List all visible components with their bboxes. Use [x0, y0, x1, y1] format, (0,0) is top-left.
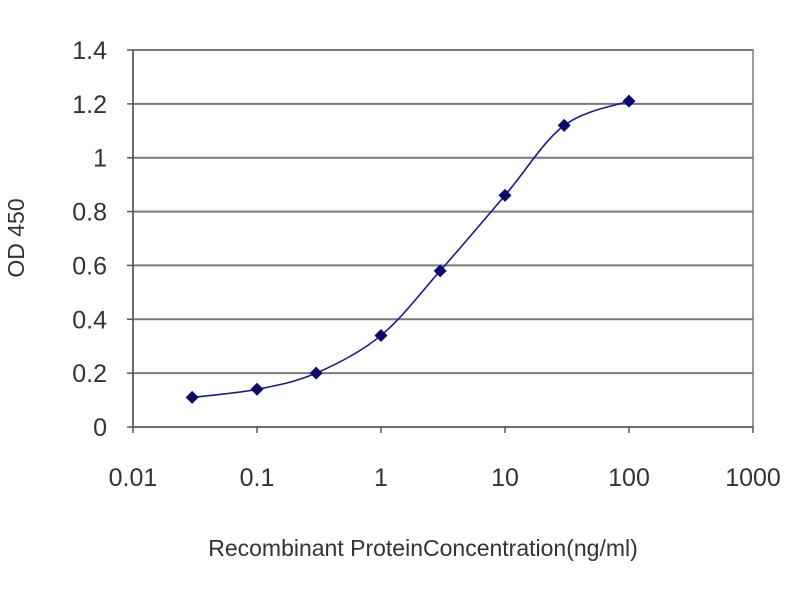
- series-layer: [185, 94, 636, 404]
- y-tick-label: 0: [93, 414, 107, 442]
- series-line: [192, 100, 630, 399]
- x-tick-label: 100: [608, 464, 650, 492]
- data-point: [374, 328, 388, 342]
- data-point: [250, 382, 264, 396]
- data-point: [557, 118, 571, 132]
- x-tick-label: 1000: [725, 464, 781, 492]
- y-tick-label: 0.4: [72, 306, 107, 334]
- y-tick-label: 0.8: [72, 199, 107, 227]
- y-tick-label: 0.6: [72, 252, 107, 280]
- data-point: [622, 94, 636, 108]
- y-tick-label: 1.2: [72, 91, 107, 119]
- data-point: [309, 366, 323, 380]
- data-point: [185, 390, 199, 404]
- y-tick-label: 0.2: [72, 360, 107, 388]
- x-tick-label: 0.1: [240, 464, 275, 492]
- y-tick-label: 1.4: [72, 37, 107, 65]
- x-axis-title: Recombinant ProteinConcentration(ng/ml): [208, 535, 638, 561]
- axes: [127, 49, 754, 433]
- x-tick-labels: 0.01 0.1 1 10 100 1000: [109, 464, 781, 492]
- plot-area: [132, 49, 754, 428]
- x-tick-label: 0.01: [109, 464, 158, 492]
- data-point: [498, 188, 512, 202]
- y-tick-labels: 0 0.2 0.4 0.6 0.8 1 1.2 1.4: [72, 37, 107, 442]
- y-axis-title: OD 450: [3, 198, 29, 277]
- grid-lines: [133, 49, 753, 375]
- x-tick-label: 10: [491, 464, 519, 492]
- y-tick-label: 1: [93, 145, 107, 173]
- x-tick-label: 1: [374, 464, 388, 492]
- data-point: [433, 264, 447, 278]
